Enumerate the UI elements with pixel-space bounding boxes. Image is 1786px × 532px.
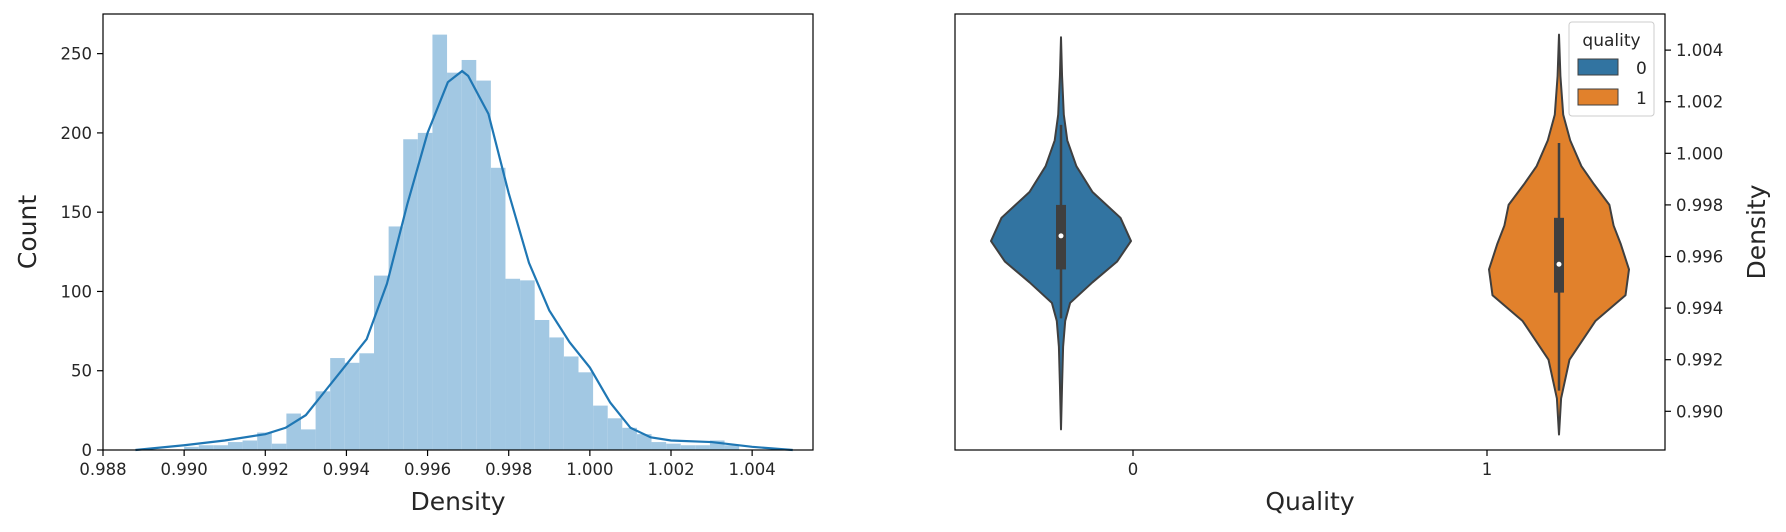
histogram-bar bbox=[607, 418, 623, 450]
histogram-bar bbox=[227, 442, 243, 450]
violin-y-tick-label: 1.000 bbox=[1676, 144, 1723, 163]
violin-x-tick-label: 1 bbox=[1482, 460, 1493, 479]
histogram-y-tick-label: 150 bbox=[61, 203, 93, 222]
violin-y-tick-label: 0.996 bbox=[1676, 248, 1723, 267]
histogram-x-tick-label: 0.994 bbox=[323, 460, 370, 479]
histogram-x-tick-label: 0.992 bbox=[242, 460, 289, 479]
histogram-bar bbox=[213, 445, 228, 450]
histogram-x-tick-label: 0.996 bbox=[404, 460, 451, 479]
violin-y-tick-label: 0.990 bbox=[1676, 402, 1723, 421]
histogram-y-tick-label: 50 bbox=[71, 362, 92, 381]
legend-label-0: 0 bbox=[1636, 59, 1647, 79]
legend-title: quality bbox=[1582, 31, 1640, 51]
violin-y-ticks: 0.990 0.992 0.994 0.996 0.998 1.000 1.002 1.004 bbox=[1665, 41, 1723, 421]
legend-swatch-1 bbox=[1577, 88, 1619, 106]
violin-x-tick-label: 0 bbox=[1128, 460, 1139, 479]
histogram-bar bbox=[315, 391, 331, 450]
histogram-x-ticks: 0.988 0.990 0.992 0.994 0.996 0.998 1.000 1.002… bbox=[79, 450, 776, 479]
histogram-bar bbox=[447, 72, 462, 451]
histogram-bar bbox=[709, 440, 725, 450]
histogram-bar bbox=[198, 445, 214, 450]
quality-legend: quality 0 1 bbox=[1568, 21, 1655, 117]
legend-label-1: 1 bbox=[1636, 89, 1647, 109]
violin-y-tick-label: 1.004 bbox=[1676, 41, 1723, 60]
histogram-bar bbox=[520, 280, 535, 450]
histogram-bar bbox=[680, 445, 696, 450]
histogram-bar bbox=[476, 80, 491, 451]
histogram-x-tick-label: 1.004 bbox=[729, 460, 776, 479]
histogram-bar bbox=[344, 362, 360, 450]
violins bbox=[990, 33, 1630, 436]
histogram-bar bbox=[622, 427, 637, 450]
histogram-x-tick-label: 0.998 bbox=[485, 460, 532, 479]
histogram-bar bbox=[330, 358, 345, 450]
violin-y-axis-label: Density bbox=[1742, 184, 1771, 279]
histogram-bar bbox=[636, 434, 652, 450]
histogram-y-tick-label: 100 bbox=[61, 282, 93, 301]
histogram-x-axis-label: Density bbox=[410, 487, 505, 516]
violin-y-tick-label: 1.002 bbox=[1676, 93, 1723, 112]
violin-median-quality-1 bbox=[1556, 261, 1562, 267]
histogram-y-axis-label: Count bbox=[13, 195, 42, 269]
histogram-x-tick-label: 0.988 bbox=[79, 460, 126, 479]
histogram-bars bbox=[184, 34, 740, 451]
histogram-x-tick-label: 0.990 bbox=[161, 460, 208, 479]
histogram-y-tick-label: 250 bbox=[61, 45, 93, 64]
histogram-bar bbox=[549, 337, 564, 450]
histogram-bar bbox=[695, 445, 710, 450]
histogram-bar bbox=[461, 59, 477, 450]
histogram-bar bbox=[505, 278, 521, 450]
violin-median-quality-0 bbox=[1058, 233, 1064, 239]
histogram-bar bbox=[242, 440, 258, 450]
histogram-bar bbox=[286, 413, 301, 450]
histogram-bar bbox=[578, 372, 594, 450]
legend-swatch-0 bbox=[1577, 58, 1619, 76]
histogram-x-tick-label: 1.002 bbox=[647, 460, 694, 479]
violin-iqr-box-quality-1 bbox=[1554, 217, 1564, 293]
violin-x-axis-label: Quality bbox=[1265, 487, 1355, 516]
histogram-y-ticks: 0 50 100 150 200 250 bbox=[61, 45, 103, 460]
histogram-bar bbox=[300, 429, 316, 450]
histogram-bar bbox=[724, 445, 740, 450]
violin-axes-frame bbox=[954, 13, 1666, 451]
histogram-bar bbox=[490, 167, 506, 450]
histogram-bar bbox=[666, 443, 681, 450]
histogram-y-tick-label: 0 bbox=[82, 441, 93, 460]
histogram-x-tick-label: 1.000 bbox=[566, 460, 613, 479]
histogram-bar bbox=[184, 446, 199, 450]
histogram-bar bbox=[432, 34, 448, 451]
histogram-bar bbox=[359, 353, 375, 450]
histogram-bar bbox=[534, 319, 550, 450]
histogram-bar bbox=[257, 432, 272, 450]
histogram-bar bbox=[593, 405, 608, 450]
histogram-bar bbox=[271, 443, 287, 450]
histogram-bar bbox=[563, 356, 579, 450]
histogram-bar bbox=[374, 275, 389, 450]
histogram-axes-frame bbox=[102, 13, 814, 451]
kde-curve bbox=[135, 69, 793, 452]
density-histogram-chart: 0.988 0.990 0.992 0.994 0.996 0.998 1.000 1.002… bbox=[13, 13, 814, 516]
histogram-y-tick-label: 200 bbox=[61, 124, 93, 143]
histogram-bar bbox=[388, 226, 404, 450]
histogram-bar bbox=[403, 139, 418, 450]
violin-y-tick-label: 0.998 bbox=[1676, 196, 1723, 215]
histogram-bar bbox=[651, 442, 667, 450]
violin-y-tick-label: 0.992 bbox=[1676, 351, 1723, 370]
violin-y-tick-label: 0.994 bbox=[1676, 299, 1723, 318]
histogram-bar bbox=[417, 132, 433, 450]
